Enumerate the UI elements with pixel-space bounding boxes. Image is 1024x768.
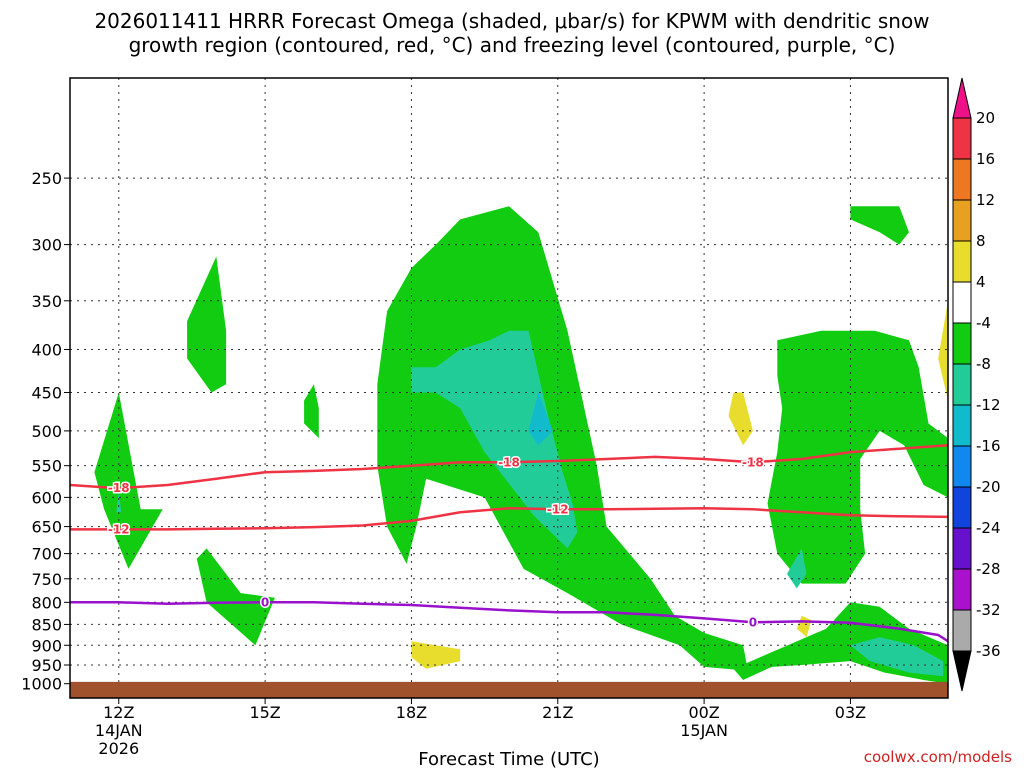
colorbar-band-7	[952, 363, 972, 406]
contour-label--18: -18	[498, 455, 520, 469]
temperature-contours: -18 -18 -18 -12 -12 0 0	[70, 443, 948, 643]
colorbar-bottom-arrow	[952, 650, 972, 692]
y-tick-label-500: 500	[31, 422, 62, 441]
y-tick-label-750: 750	[31, 570, 62, 589]
colorbar-label-12: 12	[976, 191, 995, 209]
x-tick-label-03Z: 03Z	[835, 703, 866, 722]
colorbar-band-10	[952, 486, 972, 529]
omega-shaded-regions	[94, 206, 948, 684]
colorbar-label--12: -12	[976, 396, 1001, 414]
contour-dendritic-2	[70, 506, 948, 531]
plot-frame	[69, 77, 949, 699]
y-tick-label-250: 250	[31, 169, 62, 188]
x-date-label-15JAN: 15JAN	[680, 721, 728, 740]
omega-region-6	[377, 206, 748, 671]
x-tick-label-00Z: 00Z	[688, 703, 719, 722]
omega-region-3	[187, 256, 227, 393]
colorbar-band-12	[952, 568, 972, 611]
omega-region-16	[411, 641, 461, 669]
colorbar-band-9	[952, 445, 972, 488]
omega-region-1	[94, 392, 163, 569]
y-tick-label-800: 800	[31, 593, 62, 612]
contour-label--18: -18	[108, 481, 130, 495]
y-tick-label-1000: 1000	[21, 675, 62, 694]
x-date-label-14JAN: 14JAN	[95, 721, 143, 740]
omega-region-9	[850, 206, 909, 245]
colorbar-band-6	[952, 322, 972, 365]
y-tick-label-650: 650	[31, 518, 62, 537]
colorbar-band-11	[952, 527, 972, 570]
colorbar-band-2	[952, 158, 972, 201]
colorbar-label--36: -36	[976, 642, 1001, 660]
colorbar-band-13	[952, 609, 972, 652]
contour-dendritic-1	[70, 443, 948, 490]
x-axis-title: Forecast Time (UTC)	[418, 749, 599, 768]
grid-lines	[70, 78, 948, 698]
y-tick-label-400: 400	[31, 341, 62, 360]
chart-title-line2: growth region (contoured, red, °C) and f…	[129, 33, 896, 57]
colorbar-label--8: -8	[976, 355, 991, 373]
colorbar-label--20: -20	[976, 478, 1001, 496]
contour-freezing-3	[70, 601, 948, 643]
colorbar-band-4	[952, 240, 972, 283]
colorbar-label--16: -16	[976, 437, 1001, 455]
colorbar-label--4: -4	[976, 314, 991, 332]
colorbar-label-4: 4	[976, 273, 986, 291]
colorbar-label--32: -32	[976, 601, 1001, 619]
omega-region-10	[767, 330, 948, 584]
colorbar-band-8	[952, 404, 972, 447]
y-tick-label-700: 700	[31, 545, 62, 564]
y-tick-label-950: 950	[31, 656, 62, 675]
y-tick-label-450: 450	[31, 383, 62, 402]
x-tick-label-15Z: 15Z	[249, 703, 280, 722]
x-tick-label-12Z: 12Z	[103, 703, 134, 722]
colorbar-label--24: -24	[976, 519, 1001, 537]
contour-label--12: -12	[108, 522, 130, 536]
y-tick-label-850: 850	[31, 615, 62, 634]
y-tick-label-900: 900	[31, 636, 62, 655]
y-axis-ticks: 250 300 350 400 450 500 550 600 650 700 750 800 850 9…	[21, 169, 70, 694]
x-tick-label-18Z: 18Z	[396, 703, 427, 722]
colorbar: 20 16 12 8 4 -4 -8 -12 -16 -20 -24 -28 -32 -36	[952, 77, 1001, 692]
omega-region-4	[196, 548, 275, 646]
credit-text: coolwx.com/models	[864, 748, 1012, 766]
y-tick-label-600: 600	[31, 488, 62, 507]
colorbar-label-8: 8	[976, 232, 986, 250]
x-tick-label-21Z: 21Z	[542, 703, 573, 722]
omega-region-7	[411, 330, 578, 549]
chart-title-line1: 2026011411 HRRR Forecast Omega (shaded, …	[94, 9, 929, 33]
omega-region-8	[528, 392, 553, 446]
colorbar-label-16: 16	[976, 150, 995, 168]
colorbar-label--28: -28	[976, 560, 1001, 578]
omega-region-2	[116, 491, 122, 513]
x-year-label-2026: 2026	[98, 739, 139, 758]
contour-label--18: -18	[742, 455, 764, 469]
colorbar-band-5	[952, 281, 972, 324]
colorbar-band-1	[952, 117, 972, 160]
y-tick-label-300: 300	[31, 236, 62, 255]
ground-layer	[70, 681, 948, 698]
omega-region-17	[938, 300, 948, 401]
omega-region-5	[304, 384, 319, 439]
omega-region-13	[850, 637, 944, 677]
y-tick-label-350: 350	[31, 292, 62, 311]
colorbar-label-20: 20	[976, 109, 995, 127]
ground-surface	[70, 681, 948, 698]
contour-label-0: 0	[261, 595, 269, 609]
contour-label--12: -12	[547, 502, 569, 516]
omega-region-14	[728, 392, 753, 446]
y-tick-label-550: 550	[31, 457, 62, 476]
colorbar-band-3	[952, 199, 972, 242]
contour-label-0: 0	[749, 615, 757, 629]
